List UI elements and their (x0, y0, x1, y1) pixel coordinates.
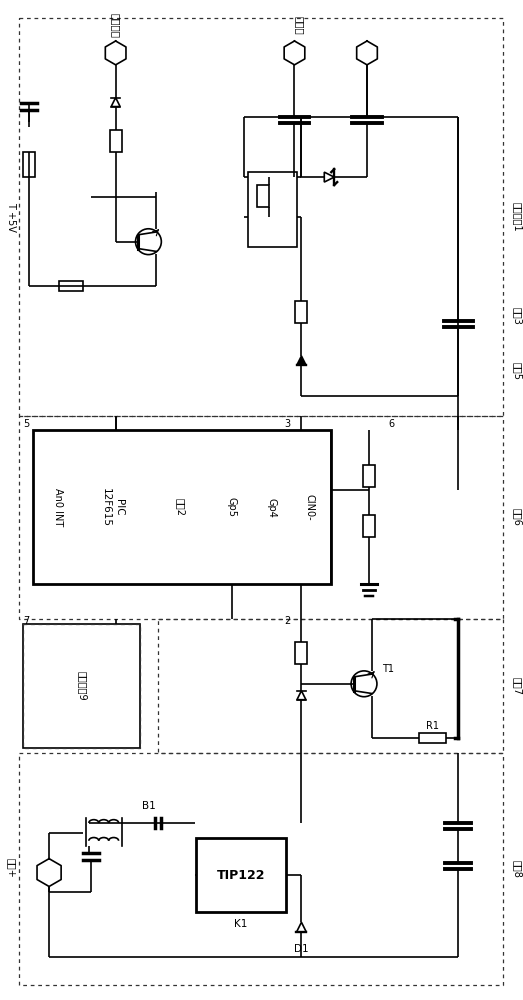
Text: PIC
12F615: PIC 12F615 (101, 488, 124, 527)
Text: 5: 5 (23, 419, 29, 429)
Bar (23, 152, 35, 177)
Bar (33, 430, 331, 584)
Text: 驱动7: 驱动7 (512, 677, 522, 695)
Bar (363, 515, 375, 537)
Bar (59, 281, 83, 291)
Bar (419, 733, 447, 743)
Text: 辅助检测9: 辅助检测9 (77, 671, 87, 701)
Text: 控制2: 控制2 (175, 498, 185, 516)
Bar (257, 185, 269, 207)
Text: 储能5: 储能5 (512, 362, 522, 380)
Text: T1: T1 (382, 664, 394, 674)
Text: CIN0-: CIN0- (304, 494, 314, 521)
Bar (23, 624, 141, 748)
Text: T +5V: T +5V (6, 202, 16, 232)
Text: D1: D1 (294, 944, 309, 954)
Text: 6: 6 (389, 419, 395, 429)
Text: 高压包: 高压包 (294, 16, 304, 34)
Polygon shape (297, 356, 306, 365)
Bar (295, 301, 308, 323)
Bar (248, 172, 298, 247)
Text: Gp5: Gp5 (227, 497, 237, 517)
Text: K1: K1 (234, 919, 247, 929)
Bar (196, 838, 286, 912)
Text: 脉冲整形1: 脉冲整形1 (512, 202, 522, 232)
Text: 3: 3 (285, 419, 291, 429)
Text: 2: 2 (285, 616, 291, 626)
Bar (295, 642, 308, 664)
Text: B1: B1 (142, 801, 155, 811)
Text: Gp4: Gp4 (267, 498, 277, 517)
Text: 测量6: 测量6 (512, 508, 522, 526)
Text: An0 INT: An0 INT (53, 488, 63, 527)
Bar (110, 130, 122, 152)
Bar (363, 465, 375, 487)
Text: 电池+: 电池+ (6, 858, 16, 877)
Text: 升压8: 升压8 (512, 860, 522, 878)
Text: 触发脉冲: 触发脉冲 (111, 13, 121, 38)
Text: R1: R1 (426, 721, 439, 731)
Text: 点火3: 点火3 (512, 307, 522, 325)
Text: TIP122: TIP122 (217, 869, 265, 882)
Text: 7: 7 (23, 616, 29, 626)
